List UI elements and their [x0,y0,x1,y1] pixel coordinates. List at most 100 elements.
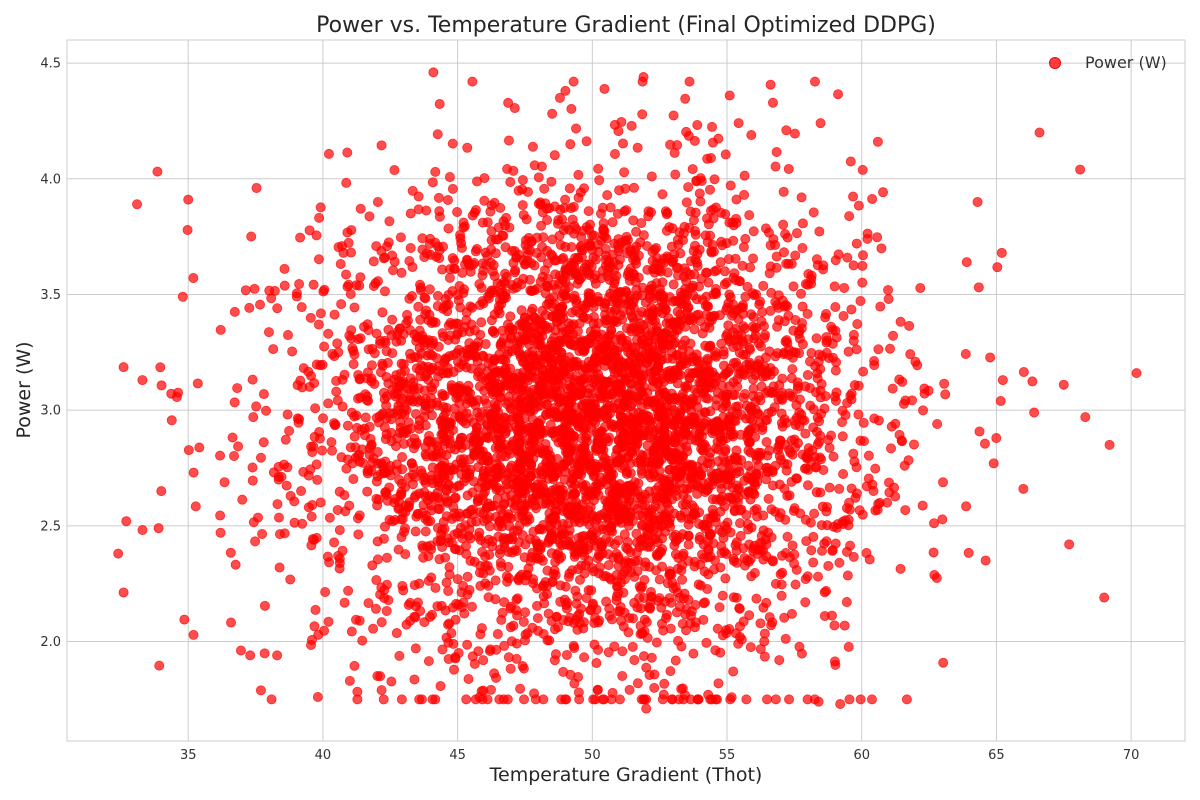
data-point [560,241,571,252]
data-point [780,300,791,311]
data-point [570,585,581,596]
data-point [784,552,795,563]
data-point [389,256,400,267]
data-point [857,277,868,288]
data-point [453,648,464,659]
data-point [995,396,1006,407]
data-point [564,400,575,411]
data-point [449,493,460,504]
data-point [811,461,822,472]
data-point [627,641,638,652]
data-point [432,129,443,140]
data-point [507,547,518,558]
data-point [845,156,856,167]
data-point [963,547,974,558]
data-point [748,226,759,237]
data-point [671,470,682,481]
data-point [486,200,497,211]
data-point [670,482,681,493]
data-point [609,306,620,317]
data-point [414,423,425,434]
data-point [780,514,791,525]
data-point [432,601,443,612]
data-point [917,500,928,511]
data-point [664,593,675,604]
data-point [774,655,785,666]
data-point [250,536,261,547]
data-point [623,347,634,358]
data-point [266,293,277,304]
data-point [858,250,869,261]
data-point [508,620,519,631]
data-point [522,244,533,255]
data-point [658,689,669,700]
data-point [762,466,773,477]
data-point [855,694,866,705]
data-point [235,645,246,656]
data-point [703,569,714,580]
data-point [765,79,776,90]
data-point [571,298,582,309]
data-point [411,336,422,347]
data-point [378,253,389,264]
data-point [315,202,326,213]
data-point [592,291,603,302]
data-point [621,468,632,479]
data-point [686,606,697,617]
data-point [399,365,410,376]
data-point [973,282,984,293]
data-point [633,250,644,261]
data-point [629,182,640,193]
data-point [753,391,764,402]
data-point [727,327,738,338]
data-point [649,682,660,693]
data-point [639,694,650,705]
data-point [747,288,758,299]
data-point [323,616,334,627]
data-point [670,392,681,403]
data-point [900,505,911,516]
data-point [830,395,841,406]
data-point [838,311,849,322]
data-point [748,311,759,322]
data-point [547,576,558,587]
data-point [745,642,756,653]
data-point [230,559,241,570]
data-point [379,585,390,596]
data-point [480,538,491,549]
data-point [468,396,479,407]
data-point [351,422,362,433]
data-point [437,644,448,655]
data-point [885,343,896,354]
data-point [695,315,706,326]
data-point [735,530,746,541]
data-point [497,325,508,336]
data-point [585,604,596,615]
data-point [654,574,665,585]
data-point [782,232,793,243]
data-point [409,433,420,444]
data-point [344,500,355,511]
data-point [578,225,589,236]
data-point [767,97,778,108]
data-point [520,607,531,618]
data-point [359,430,370,441]
data-point [152,166,163,177]
data-point [423,656,434,667]
data-point [748,383,759,394]
data-point [605,340,616,351]
data-point [979,438,990,449]
data-point [363,598,374,609]
data-point [589,617,600,628]
data-point [571,123,582,134]
data-point [802,571,813,582]
data-point [484,463,495,474]
data-point [780,439,791,450]
data-point [381,605,392,616]
data-point [329,537,340,548]
data-point [572,611,583,622]
data-point [590,270,601,281]
data-point [306,511,317,522]
data-point [665,666,676,677]
data-point [425,233,436,244]
